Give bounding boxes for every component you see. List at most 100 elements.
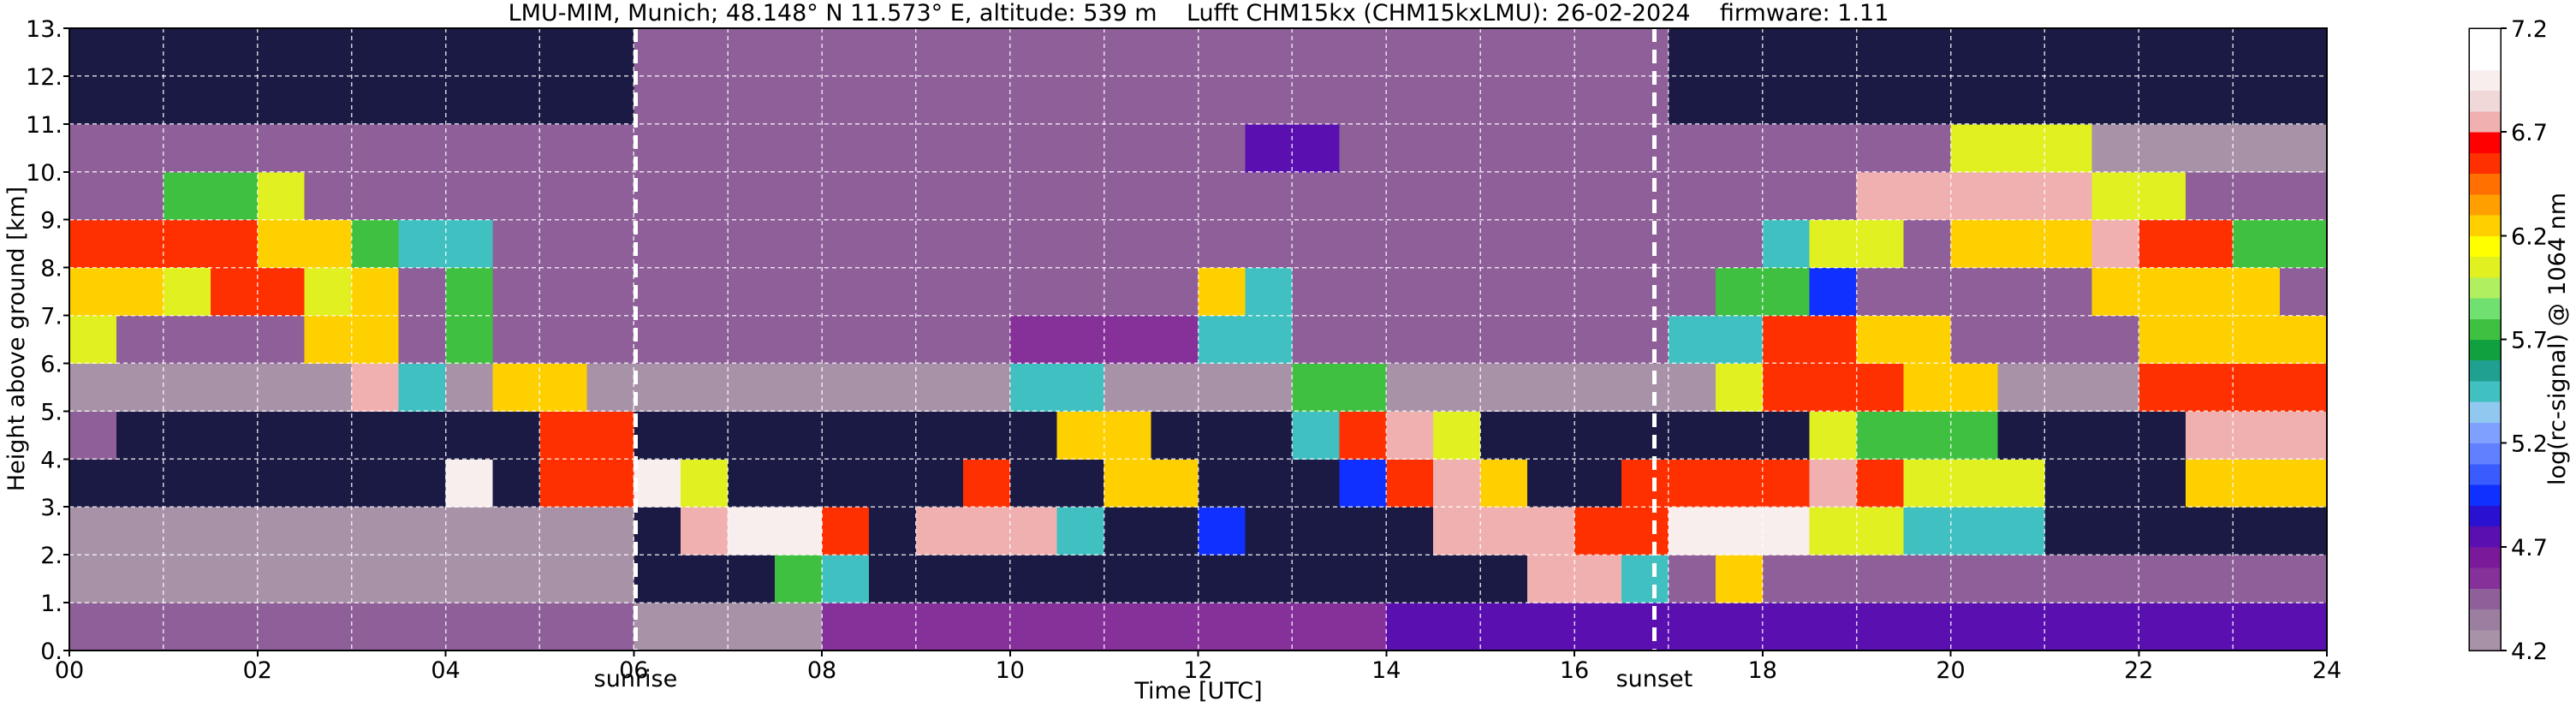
heatmap-cell [1997, 411, 2045, 460]
heatmap-cell [257, 459, 306, 508]
heatmap-cell [634, 28, 681, 77]
heatmap-cell [1668, 171, 1716, 221]
colorbar-band [2469, 49, 2501, 70]
heatmap-cell [2044, 555, 2092, 603]
heatmap-cell [539, 363, 587, 412]
heatmap-cell [1339, 28, 1387, 77]
heatmap-cell [2044, 315, 2092, 364]
heatmap-cell [822, 75, 870, 125]
heatmap-cell [69, 315, 117, 364]
heatmap-cell [1997, 459, 2045, 508]
heatmap-cell [775, 363, 823, 412]
heatmap-cell [1245, 171, 1293, 221]
heatmap-cell [210, 411, 259, 460]
heatmap-cell [822, 315, 870, 364]
heatmap-cell [1527, 603, 1575, 651]
heatmap-cell [1856, 603, 1905, 651]
heatmap-cell [915, 315, 964, 364]
heatmap-cell [492, 75, 540, 125]
heatmap-cell [163, 28, 211, 77]
heatmap-cell [1762, 28, 1811, 77]
heatmap-cell [2186, 459, 2234, 508]
heatmap-cell [351, 171, 400, 221]
heatmap-cell [1009, 315, 1058, 364]
heatmap-cell [634, 363, 681, 412]
x-tick-label: 04 [431, 657, 460, 684]
heatmap-cell [1245, 459, 1293, 508]
heatmap-cell [398, 75, 446, 125]
heatmap-cell [351, 28, 400, 77]
heatmap-cell [398, 171, 446, 221]
heatmap-cell [1527, 411, 1575, 460]
heatmap-cell [1668, 411, 1716, 460]
heatmap-cell [1574, 171, 1622, 221]
heatmap-cell [1433, 315, 1481, 364]
heatmap-cell [445, 459, 493, 508]
heatmap-cell [1950, 507, 1998, 556]
heatmap-cell [1433, 459, 1481, 508]
colorbar-band [2469, 132, 2501, 153]
heatmap-cell [1386, 507, 1434, 556]
heatmap-cell [1574, 219, 1622, 269]
heatmap-cell [1104, 315, 1152, 364]
colorbar-band [2469, 339, 2501, 361]
x-tick-label: 02 [243, 657, 272, 684]
heatmap-cell [1527, 363, 1575, 412]
heatmap-cell [1856, 28, 1905, 77]
heatmap-cell [1950, 219, 1998, 269]
heatmap-cell [1009, 507, 1058, 556]
heatmap-cell [962, 363, 1011, 412]
heatmap-cell [69, 507, 117, 556]
heatmap-cell [2044, 171, 2092, 221]
heatmap-cell [1056, 603, 1105, 651]
heatmap-cell [822, 555, 870, 603]
heatmap-cell [304, 411, 353, 460]
heatmap-cell [398, 459, 446, 508]
heatmap-cell [398, 28, 446, 77]
heatmap-cell [915, 603, 964, 651]
heatmap-cell [1668, 603, 1716, 651]
heatmap-cell [1903, 75, 1951, 125]
heatmap-cell [1433, 603, 1481, 651]
heatmap-cell [351, 363, 400, 412]
heatmap-cell [822, 219, 870, 269]
heatmap-cell [1056, 507, 1105, 556]
heatmap-cell [1056, 75, 1105, 125]
heatmap-cell [1809, 603, 1858, 651]
heatmap-cell [2280, 315, 2328, 364]
heatmap-cell [2091, 507, 2139, 556]
heatmap-cell [2139, 459, 2186, 508]
heatmap-cell [1480, 555, 1528, 603]
heatmap-cell [163, 459, 211, 508]
heatmap-cell [634, 555, 681, 603]
heatmap-cell [2186, 315, 2234, 364]
heatmap-cell [1950, 603, 1998, 651]
heatmap-cell [1009, 555, 1058, 603]
heatmap-cell [2091, 123, 2139, 173]
heatmap-cell [681, 459, 729, 508]
heatmap-cell [2091, 459, 2139, 508]
heatmap-cell [445, 411, 493, 460]
x-tick-label: 14 [1371, 657, 1401, 684]
heatmap-cell [1151, 363, 1199, 412]
heatmap-cell [1433, 123, 1481, 173]
heatmap-cell [775, 219, 823, 269]
heatmap-cell [2280, 28, 2328, 77]
heatmap-cell [1856, 267, 1905, 317]
heatmap-cell [445, 28, 493, 77]
heatmap-cell [163, 171, 211, 221]
colorbar-band [2469, 588, 2501, 610]
heatmap-cell [822, 459, 870, 508]
heatmap-cell [2091, 411, 2139, 460]
heatmap-cell [586, 459, 634, 508]
heatmap-cell [69, 219, 117, 269]
heatmap-cell [445, 219, 493, 269]
heatmap-cell [1292, 219, 1340, 269]
heatmap-cell [116, 363, 164, 412]
heatmap-cell [351, 75, 400, 125]
annotation-label: sunset [1616, 666, 1693, 692]
heatmap-cell [1151, 507, 1199, 556]
heatmap-cell [304, 123, 353, 173]
heatmap-cell [915, 507, 964, 556]
